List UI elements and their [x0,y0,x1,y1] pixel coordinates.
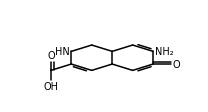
Text: O: O [173,59,181,69]
Text: OH: OH [43,81,58,91]
Text: NH₂: NH₂ [155,47,174,57]
Text: HN: HN [55,47,70,57]
Text: O: O [47,51,55,61]
